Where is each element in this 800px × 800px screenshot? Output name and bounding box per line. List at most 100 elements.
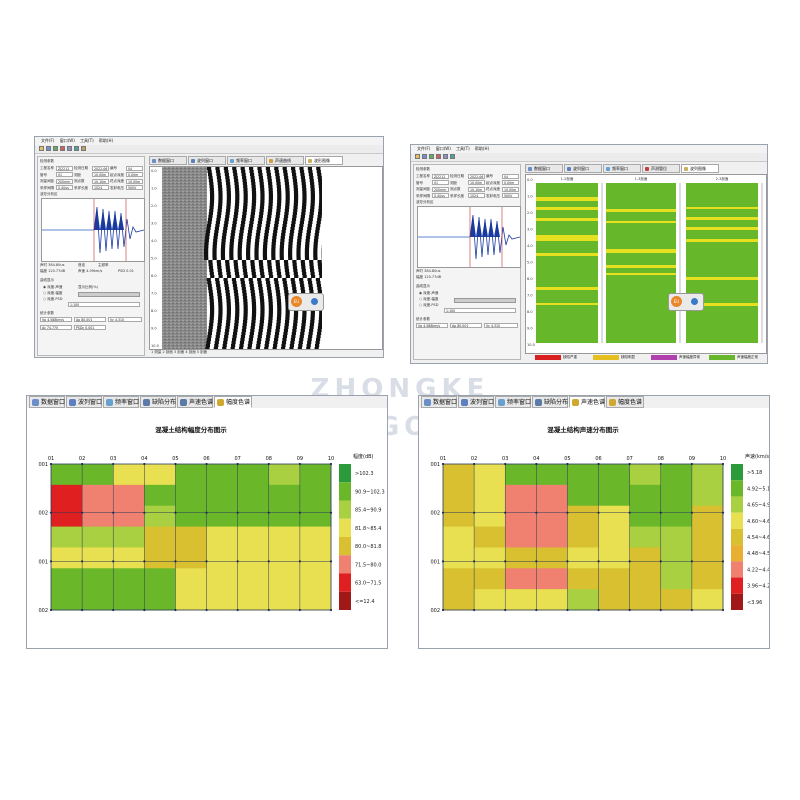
- wave-band: [230, 233, 235, 236]
- info-v2-0[interactable]: 2022-06: [92, 165, 109, 171]
- option-depth-speed[interactable]: ◉ 深度-声速: [43, 285, 63, 289]
- option-depth-amp[interactable]: ○ 深度-幅度: [419, 297, 439, 301]
- open-icon[interactable]: [39, 146, 44, 151]
- info-v1-1[interactable]: 01: [432, 180, 449, 185]
- tab-4[interactable]: 波形图像: [305, 156, 343, 165]
- menu-file[interactable]: 文件(F): [41, 138, 55, 143]
- tab-0[interactable]: 数据窗口: [29, 396, 65, 408]
- scale-select[interactable]: 1:100: [444, 308, 516, 313]
- info-v2-3[interactable]: 1024: [468, 193, 485, 198]
- info-v1-3[interactable]: 0.40us: [432, 193, 449, 198]
- info-v2-2[interactable]: 10.10m: [468, 186, 485, 192]
- info-v3-2[interactable]: 10.00m: [126, 178, 143, 184]
- tab-2[interactable]: 频率窗口: [495, 396, 531, 408]
- tab-1[interactable]: 波列窗口: [564, 164, 602, 173]
- print-icon[interactable]: [443, 154, 448, 159]
- print-icon[interactable]: [67, 146, 72, 151]
- tab-2[interactable]: 频率窗口: [103, 396, 139, 408]
- info-v2-1[interactable]: 10.00m: [468, 180, 485, 185]
- info-v3-0[interactable]: 04: [502, 173, 519, 179]
- wave-band: [234, 182, 239, 185]
- wave-band: [317, 263, 322, 266]
- overlay-widget[interactable]: EU: [668, 293, 704, 311]
- wave-band: [284, 293, 289, 296]
- wave-band: [206, 338, 211, 341]
- info-v2-3[interactable]: 1024: [92, 185, 109, 190]
- wave-band: [268, 320, 273, 323]
- menu-help[interactable]: 帮助(H): [98, 138, 114, 143]
- tab-4[interactable]: 声速色谱: [177, 396, 213, 408]
- tab-1[interactable]: 波列窗口: [66, 396, 102, 408]
- tab-5[interactable]: 幅度色谱: [606, 396, 644, 408]
- info-v3-3[interactable]: 500V: [502, 193, 519, 198]
- wave-band: [268, 206, 273, 209]
- save-icon[interactable]: [46, 146, 51, 151]
- info-v1-2[interactable]: 200mm: [56, 178, 73, 184]
- x-label: 06: [595, 456, 601, 462]
- settings-icon[interactable]: [450, 154, 455, 159]
- info-v2-0[interactable]: 2022-06: [468, 173, 485, 179]
- tab-3[interactable]: 缺陷分布: [532, 396, 568, 408]
- scale-select[interactable]: 1:100: [68, 302, 140, 307]
- tab-2[interactable]: 频率窗口: [603, 164, 641, 173]
- export-icon[interactable]: [53, 146, 58, 151]
- tab-1[interactable]: 波列窗口: [458, 396, 494, 408]
- info-v2-1[interactable]: 10.00m: [92, 172, 109, 177]
- option-depth-amp[interactable]: ○ 深度-幅度: [43, 291, 63, 295]
- wave-band: [221, 245, 226, 248]
- tab-5[interactable]: 幅度色谱: [214, 396, 252, 408]
- scale-slider[interactable]: [78, 292, 140, 297]
- info-v1-3[interactable]: 0.40us: [56, 185, 73, 190]
- tab-0[interactable]: 数据窗口: [421, 396, 457, 408]
- info-v1-2[interactable]: 200mm: [432, 186, 449, 192]
- tab-0[interactable]: 数据窗口: [149, 156, 187, 165]
- menu-tools[interactable]: 工具(T): [80, 138, 94, 143]
- overlay-widget[interactable]: EU: [288, 293, 324, 311]
- wave-band: [209, 209, 214, 212]
- info-v1-0[interactable]: ZJ2212: [56, 165, 73, 171]
- wave-band: [220, 254, 226, 257]
- save-icon[interactable]: [422, 154, 427, 159]
- scale-slider[interactable]: [454, 298, 516, 303]
- tab-4[interactable]: 声速色谱: [569, 396, 605, 408]
- menu-file[interactable]: 文件(F): [417, 146, 431, 151]
- menu-window[interactable]: 窗口(W): [435, 146, 451, 151]
- help-icon[interactable]: [81, 146, 86, 151]
- tab-4[interactable]: 波列图像: [681, 164, 719, 173]
- info-v1-0[interactable]: ZJ2212: [432, 173, 449, 179]
- info-v2-2[interactable]: 10.10m: [92, 178, 109, 184]
- open-icon[interactable]: [415, 154, 420, 159]
- tab-3[interactable]: 声测管位: [642, 164, 680, 173]
- option-depth-speed[interactable]: ◉ 深度-声速: [419, 291, 439, 295]
- info-v3-1[interactable]: 0.00m: [126, 172, 143, 177]
- settings-icon[interactable]: [74, 146, 79, 151]
- tab-1[interactable]: 波列窗口: [188, 156, 226, 165]
- overlay-info-icon[interactable]: [311, 298, 318, 305]
- option-depth-psd[interactable]: ○ 深度-PSD: [419, 303, 439, 307]
- wave-band: [257, 281, 262, 284]
- tab-3[interactable]: 缺陷分布: [140, 396, 176, 408]
- overlay-info-icon[interactable]: [691, 298, 698, 305]
- delete-icon[interactable]: [436, 154, 441, 159]
- option-depth-psd[interactable]: ○ 深度-PSD: [43, 297, 63, 301]
- info-v3-1[interactable]: 0.00m: [502, 180, 519, 185]
- wave-band: [259, 182, 264, 185]
- info-v3-2[interactable]: 10.00m: [502, 186, 519, 192]
- info-k1-1: 管号: [40, 172, 47, 177]
- tab-0[interactable]: 数据窗口: [525, 164, 563, 173]
- y-label: 001: [38, 462, 48, 468]
- info-v3-3[interactable]: 500V: [126, 185, 143, 190]
- heatmap-cell: [567, 589, 600, 611]
- wave-band: [310, 314, 315, 317]
- wave-band: [233, 326, 239, 329]
- info-v1-1[interactable]: 01: [56, 172, 73, 177]
- tab-2[interactable]: 频率窗口: [227, 156, 265, 165]
- menu-tools[interactable]: 工具(T): [456, 146, 470, 151]
- menu-window[interactable]: 窗口(W): [59, 138, 75, 143]
- info-v3-0[interactable]: 04: [126, 165, 143, 171]
- tab-3[interactable]: 声速曲线: [266, 156, 304, 165]
- delete-icon[interactable]: [60, 146, 65, 151]
- wave-band: [268, 311, 273, 314]
- export-icon[interactable]: [429, 154, 434, 159]
- menu-help[interactable]: 帮助(H): [474, 146, 490, 151]
